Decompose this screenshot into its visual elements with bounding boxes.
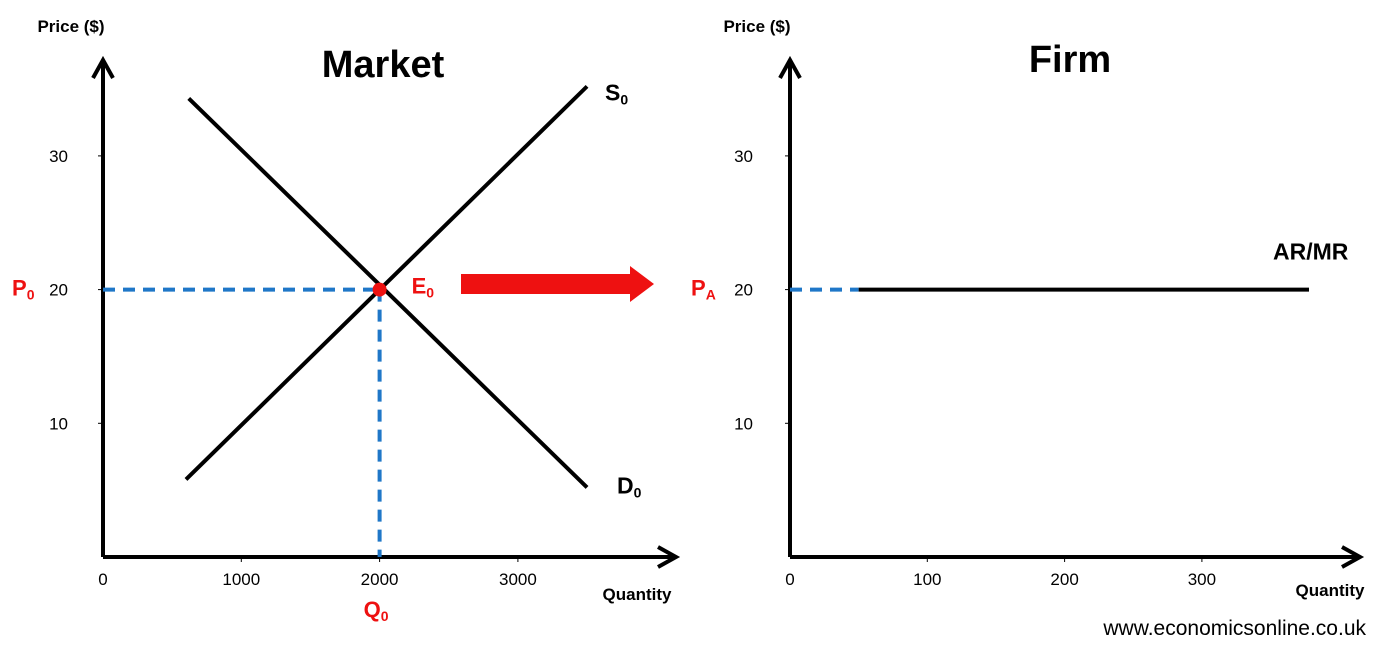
firm-tick-labels: 0 100 200 300 10 20 30	[734, 147, 1216, 589]
market-quantity-label: Q0	[364, 597, 389, 624]
market-x-tick-1000: 1000	[222, 570, 260, 589]
firm-x-tick-0: 0	[785, 570, 794, 589]
market-x-tick-0: 0	[98, 570, 107, 589]
firm-y-tick-10: 10	[734, 414, 753, 433]
market-x-tick-2000: 2000	[361, 570, 399, 589]
market-panel: Market Price ($) Quantity 0 1000 2000 3000 1…	[12, 17, 681, 624]
market-tick-labels: 0 1000 2000 3000 10 20 30	[49, 147, 537, 589]
firm-panel: Firm Price ($) Quantity 0 100 200 300 10 20 30…	[691, 17, 1365, 600]
firm-price-label: PA	[691, 276, 716, 303]
firm-x-tick-100: 100	[913, 570, 941, 589]
market-y-tick-10: 10	[49, 414, 68, 433]
firm-y-tick-30: 30	[734, 147, 753, 166]
ar-mr-label: AR/MR	[1273, 239, 1349, 265]
market-price-label: P0	[12, 276, 35, 303]
equilibrium-label: E0	[412, 274, 435, 301]
market-x-arrowhead	[657, 545, 681, 569]
equilibrium-point	[372, 282, 387, 297]
market-title: Market	[322, 44, 445, 86]
market-y-tick-30: 30	[49, 147, 68, 166]
firm-y-axis-title: Price ($)	[723, 17, 790, 36]
firm-x-axis-title: Quantity	[1296, 581, 1365, 600]
market-y-axis-title: Price ($)	[37, 17, 104, 36]
demand-label: D0	[617, 472, 642, 500]
market-x-axis-title: Quantity	[603, 585, 672, 604]
supply-curve	[184, 84, 589, 481]
market-y-arrowhead	[91, 55, 115, 79]
firm-y-tick-20: 20	[734, 281, 753, 300]
price-transfer-arrow	[461, 266, 654, 302]
source-url: www.economicsonline.co.uk	[1102, 617, 1366, 640]
supply-label: S0	[605, 79, 628, 107]
firm-x-tick-200: 200	[1050, 570, 1078, 589]
market-y-tick-20: 20	[49, 281, 68, 300]
firm-x-arrowhead	[1341, 545, 1365, 569]
firm-title: Firm	[1029, 39, 1111, 81]
firm-y-arrowhead	[778, 55, 802, 79]
demand-curve	[187, 96, 589, 489]
firm-x-tick-300: 300	[1188, 570, 1216, 589]
market-x-tick-3000: 3000	[499, 570, 537, 589]
